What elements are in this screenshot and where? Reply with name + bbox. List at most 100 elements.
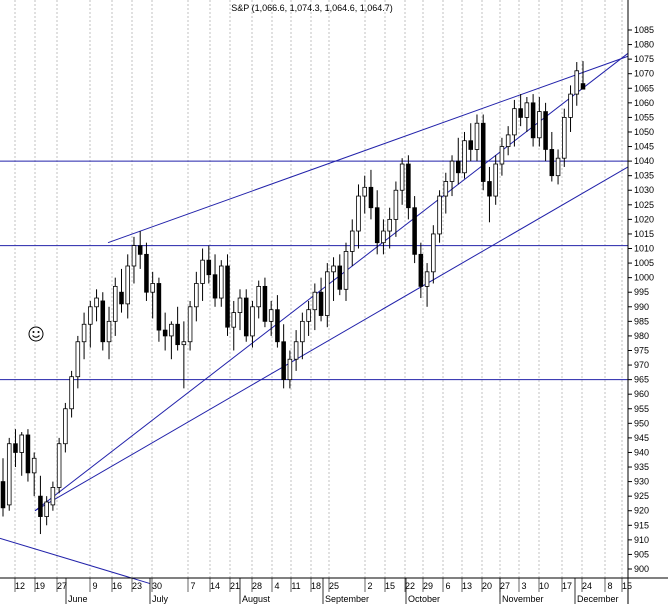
- y-tick-label: 910: [634, 535, 649, 545]
- candle: [131, 236, 137, 284]
- candle: [568, 85, 573, 132]
- candle: [162, 312, 168, 351]
- candle: [300, 312, 305, 360]
- y-tick-label: 985: [634, 316, 649, 326]
- candle: [200, 248, 205, 301]
- y-tick-label: 1005: [634, 258, 654, 268]
- month-label: December: [577, 594, 619, 604]
- y-tick-label: 900: [634, 564, 649, 574]
- x-tick-label: 25: [329, 581, 339, 591]
- candle: [19, 432, 24, 476]
- candle: [112, 277, 118, 336]
- candle: [275, 295, 280, 348]
- candle: [169, 321, 174, 360]
- candle: [387, 207, 392, 249]
- candle: [206, 245, 212, 284]
- x-tick-label: 21: [230, 581, 240, 591]
- candle: [462, 131, 467, 179]
- x-tick-label: 17: [562, 581, 572, 591]
- grid-lines: [14, 0, 623, 578]
- trendlines: [0, 52, 629, 585]
- month-label: November: [502, 594, 544, 604]
- candle: [281, 324, 286, 389]
- candle: [562, 108, 567, 167]
- candle: [94, 289, 99, 322]
- y-tick-label: 955: [634, 404, 649, 414]
- candle: [487, 166, 492, 223]
- y-tick-label: 920: [634, 506, 649, 516]
- x-tick-label: 16: [112, 581, 122, 591]
- candle: [25, 429, 31, 482]
- x-tick-label: 29: [423, 581, 433, 591]
- candle: [56, 437, 62, 494]
- x-tick-label: 10: [539, 581, 549, 591]
- candle: [555, 149, 561, 185]
- candle: [518, 94, 523, 127]
- y-tick-label: 930: [634, 477, 649, 487]
- x-tick-label: 12: [15, 581, 25, 591]
- candle: [156, 277, 162, 342]
- y-tick-label: 905: [634, 549, 649, 559]
- candle: [243, 289, 249, 342]
- y-tick-label: 970: [634, 360, 649, 370]
- candle: [399, 158, 405, 205]
- candle: [312, 283, 318, 331]
- candle: [187, 300, 193, 351]
- y-tick-label: 1010: [634, 244, 654, 254]
- x-tick-label: 4: [274, 581, 279, 591]
- y-tick-label: 1050: [634, 127, 654, 137]
- candle: [368, 169, 374, 220]
- candle: [125, 254, 131, 319]
- y-tick-label: 915: [634, 520, 649, 530]
- y-tick-label: 1025: [634, 200, 654, 210]
- candle: [119, 268, 124, 313]
- y-tick-label: 935: [634, 462, 649, 472]
- candle: [212, 254, 218, 307]
- candle: [181, 321, 187, 389]
- candle: [88, 300, 93, 348]
- x-tick-label: 2: [367, 581, 372, 591]
- candle: [75, 335, 81, 389]
- y-tick-label: 1085: [634, 25, 654, 35]
- trendline: [0, 537, 151, 585]
- candle: [287, 350, 293, 389]
- candle: [537, 97, 542, 147]
- candle: [406, 155, 411, 220]
- candle: [237, 289, 243, 331]
- x-tick-label: 11: [291, 581, 300, 591]
- y-tick-label: 925: [634, 491, 649, 501]
- y-tick-label: 960: [634, 389, 649, 399]
- candle: [50, 481, 56, 511]
- month-label: September: [325, 594, 369, 604]
- x-tick-label: 22: [405, 581, 415, 591]
- x-tick-label: 13: [462, 581, 472, 591]
- candle: [468, 123, 474, 162]
- candle: [63, 402, 68, 453]
- candle: [219, 260, 224, 307]
- candle: [0, 458, 6, 517]
- candle: [262, 277, 268, 328]
- y-tick-label: 1000: [634, 273, 654, 283]
- candle: [549, 131, 555, 182]
- candle: [81, 312, 87, 360]
- y-tick-label: 1045: [634, 142, 654, 152]
- candle: [137, 231, 143, 269]
- candle: [13, 429, 18, 468]
- x-tick-label: 27: [57, 581, 67, 591]
- candle: [31, 452, 37, 497]
- candle: [381, 219, 386, 255]
- candle: [38, 475, 43, 535]
- candle: [574, 62, 580, 106]
- candle: [225, 254, 230, 336]
- candle: [412, 196, 417, 264]
- x-tick-label: 24: [582, 581, 592, 591]
- x-tick-label: 18: [311, 581, 321, 591]
- horizontal-lines: [0, 160, 628, 381]
- candle: [374, 190, 380, 255]
- y-tick-label: 1075: [634, 54, 654, 64]
- y-tick-label: 1030: [634, 185, 654, 195]
- x-tick-label: 3: [521, 581, 526, 591]
- y-tick-label: 975: [634, 345, 649, 355]
- month-label: October: [408, 594, 440, 604]
